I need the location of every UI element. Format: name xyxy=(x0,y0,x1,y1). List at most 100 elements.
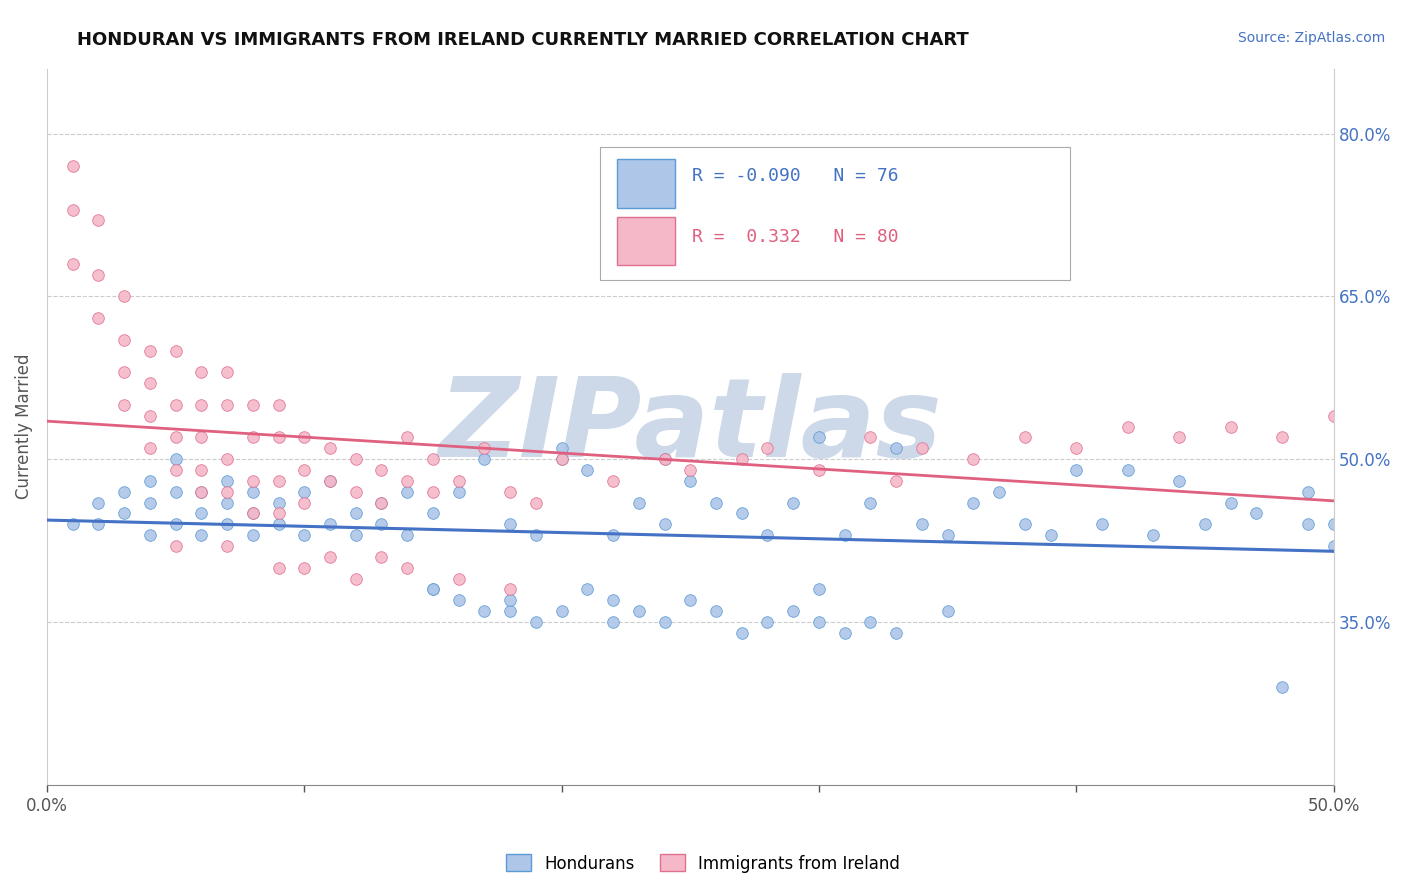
Legend: Hondurans, Immigrants from Ireland: Hondurans, Immigrants from Ireland xyxy=(499,847,907,880)
Point xyxy=(627,604,650,618)
Point xyxy=(396,474,419,488)
Point xyxy=(292,560,315,574)
Point xyxy=(602,615,624,629)
Y-axis label: Currently Married: Currently Married xyxy=(15,354,32,500)
Point xyxy=(344,507,367,521)
Point xyxy=(807,582,830,597)
Point xyxy=(499,582,522,597)
FancyBboxPatch shape xyxy=(600,147,1070,280)
Point xyxy=(62,257,84,271)
Point xyxy=(87,495,110,509)
Point xyxy=(524,615,547,629)
Point xyxy=(731,625,754,640)
Point xyxy=(1064,442,1087,456)
Point xyxy=(190,484,212,499)
Point xyxy=(190,430,212,444)
Point xyxy=(602,528,624,542)
Point xyxy=(215,484,238,499)
Bar xyxy=(617,160,675,208)
Point xyxy=(422,582,444,597)
Point xyxy=(756,442,779,456)
Point xyxy=(267,474,290,488)
Point xyxy=(139,442,162,456)
Point xyxy=(859,495,882,509)
Point xyxy=(319,474,342,488)
Point xyxy=(1168,474,1191,488)
Point xyxy=(344,572,367,586)
Point xyxy=(165,343,187,358)
Point xyxy=(807,463,830,477)
Point xyxy=(731,507,754,521)
Point xyxy=(499,517,522,532)
Point xyxy=(679,593,702,607)
Point xyxy=(550,604,572,618)
Point xyxy=(654,517,676,532)
Point xyxy=(884,442,907,456)
Point xyxy=(215,452,238,467)
Point xyxy=(139,495,162,509)
Point xyxy=(756,528,779,542)
Point xyxy=(859,430,882,444)
Point xyxy=(165,398,187,412)
Point xyxy=(654,452,676,467)
Point xyxy=(447,572,470,586)
Point xyxy=(267,398,290,412)
Point xyxy=(267,495,290,509)
Point xyxy=(370,549,392,564)
Text: Source: ZipAtlas.com: Source: ZipAtlas.com xyxy=(1237,31,1385,45)
Point xyxy=(292,484,315,499)
Point xyxy=(1168,430,1191,444)
Bar xyxy=(617,217,675,266)
Point xyxy=(396,484,419,499)
Point xyxy=(319,442,342,456)
Point xyxy=(62,202,84,217)
Point xyxy=(911,517,934,532)
Point xyxy=(1091,517,1114,532)
Point xyxy=(422,582,444,597)
Point xyxy=(1219,419,1241,434)
Point xyxy=(962,452,984,467)
Text: ZIPatlas: ZIPatlas xyxy=(439,373,942,480)
Point xyxy=(1116,463,1139,477)
Point xyxy=(344,452,367,467)
Point xyxy=(396,528,419,542)
Point xyxy=(807,430,830,444)
Point xyxy=(112,333,135,347)
Point xyxy=(731,452,754,467)
Point xyxy=(139,409,162,423)
Point xyxy=(267,560,290,574)
Point xyxy=(242,507,264,521)
Point xyxy=(62,517,84,532)
Point xyxy=(499,604,522,618)
Point xyxy=(165,430,187,444)
Point xyxy=(267,517,290,532)
Point xyxy=(782,604,804,618)
Point xyxy=(782,495,804,509)
Point xyxy=(550,442,572,456)
Point xyxy=(602,593,624,607)
Point xyxy=(447,593,470,607)
Point xyxy=(215,398,238,412)
Point xyxy=(1271,430,1294,444)
Point xyxy=(190,507,212,521)
Point xyxy=(576,582,599,597)
Point xyxy=(524,528,547,542)
Point xyxy=(884,474,907,488)
Point xyxy=(215,474,238,488)
Point xyxy=(139,343,162,358)
Text: R = -0.090   N = 76: R = -0.090 N = 76 xyxy=(692,167,898,185)
Point xyxy=(344,528,367,542)
Point xyxy=(267,430,290,444)
Point xyxy=(87,311,110,326)
Point xyxy=(550,452,572,467)
Point xyxy=(1271,680,1294,694)
Point xyxy=(911,442,934,456)
Point xyxy=(370,463,392,477)
Point xyxy=(292,495,315,509)
Point xyxy=(962,495,984,509)
Point xyxy=(242,398,264,412)
Point xyxy=(370,517,392,532)
Point xyxy=(190,398,212,412)
Point xyxy=(319,474,342,488)
Point xyxy=(422,452,444,467)
